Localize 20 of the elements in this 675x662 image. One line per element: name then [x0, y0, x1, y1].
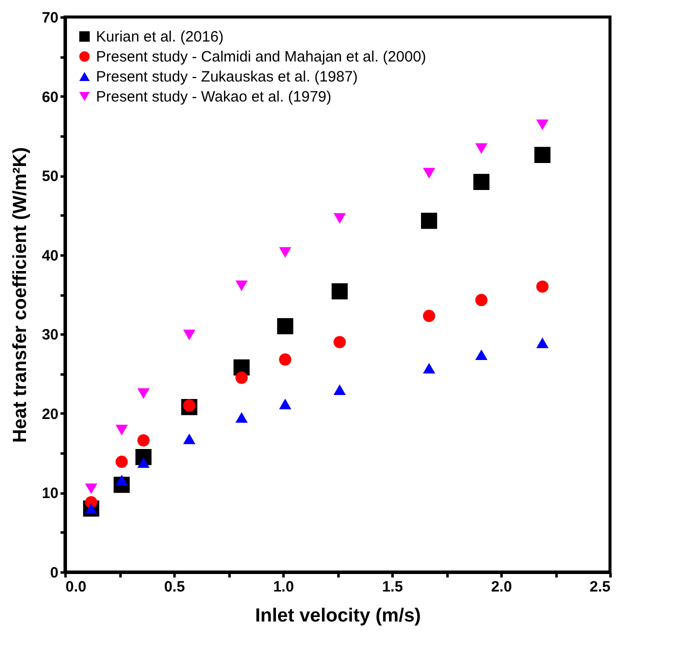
legend-label: Kurian et al. (2016)	[96, 28, 224, 46]
legend-label: Present study - Zukauskas et al. (1987)	[96, 68, 358, 86]
legend-label: Present study - Wakao et al. (1979)	[96, 88, 332, 106]
y-tick-label: 10	[42, 485, 58, 502]
y-tick-label: 40	[42, 247, 58, 264]
x-tick-label: 0.0	[66, 578, 86, 596]
y-tick-label: 50	[42, 168, 58, 186]
x-axis-title: Inlet velocity (m/s)	[255, 606, 421, 626]
y-tick-label: 70	[42, 10, 58, 26]
x-tick-label: 1.5	[382, 578, 403, 596]
x-tick-label: 2.5	[590, 578, 610, 596]
y-tick-label: 30	[42, 326, 58, 344]
y-tick-label: 20	[42, 406, 58, 423]
y-axis-title: Heat transfer coefficient (W/m²K)	[10, 147, 31, 443]
x-tick-label: 2.0	[491, 578, 512, 596]
x-tick-label: 1.0	[273, 578, 294, 596]
y-tick-label: 0	[50, 564, 58, 582]
legend-label: Present study - Calmidi and Mahajan et al. (2000)	[96, 48, 426, 66]
y-tick-label: 60	[42, 88, 58, 106]
x-tick-label: 0.5	[164, 578, 185, 596]
